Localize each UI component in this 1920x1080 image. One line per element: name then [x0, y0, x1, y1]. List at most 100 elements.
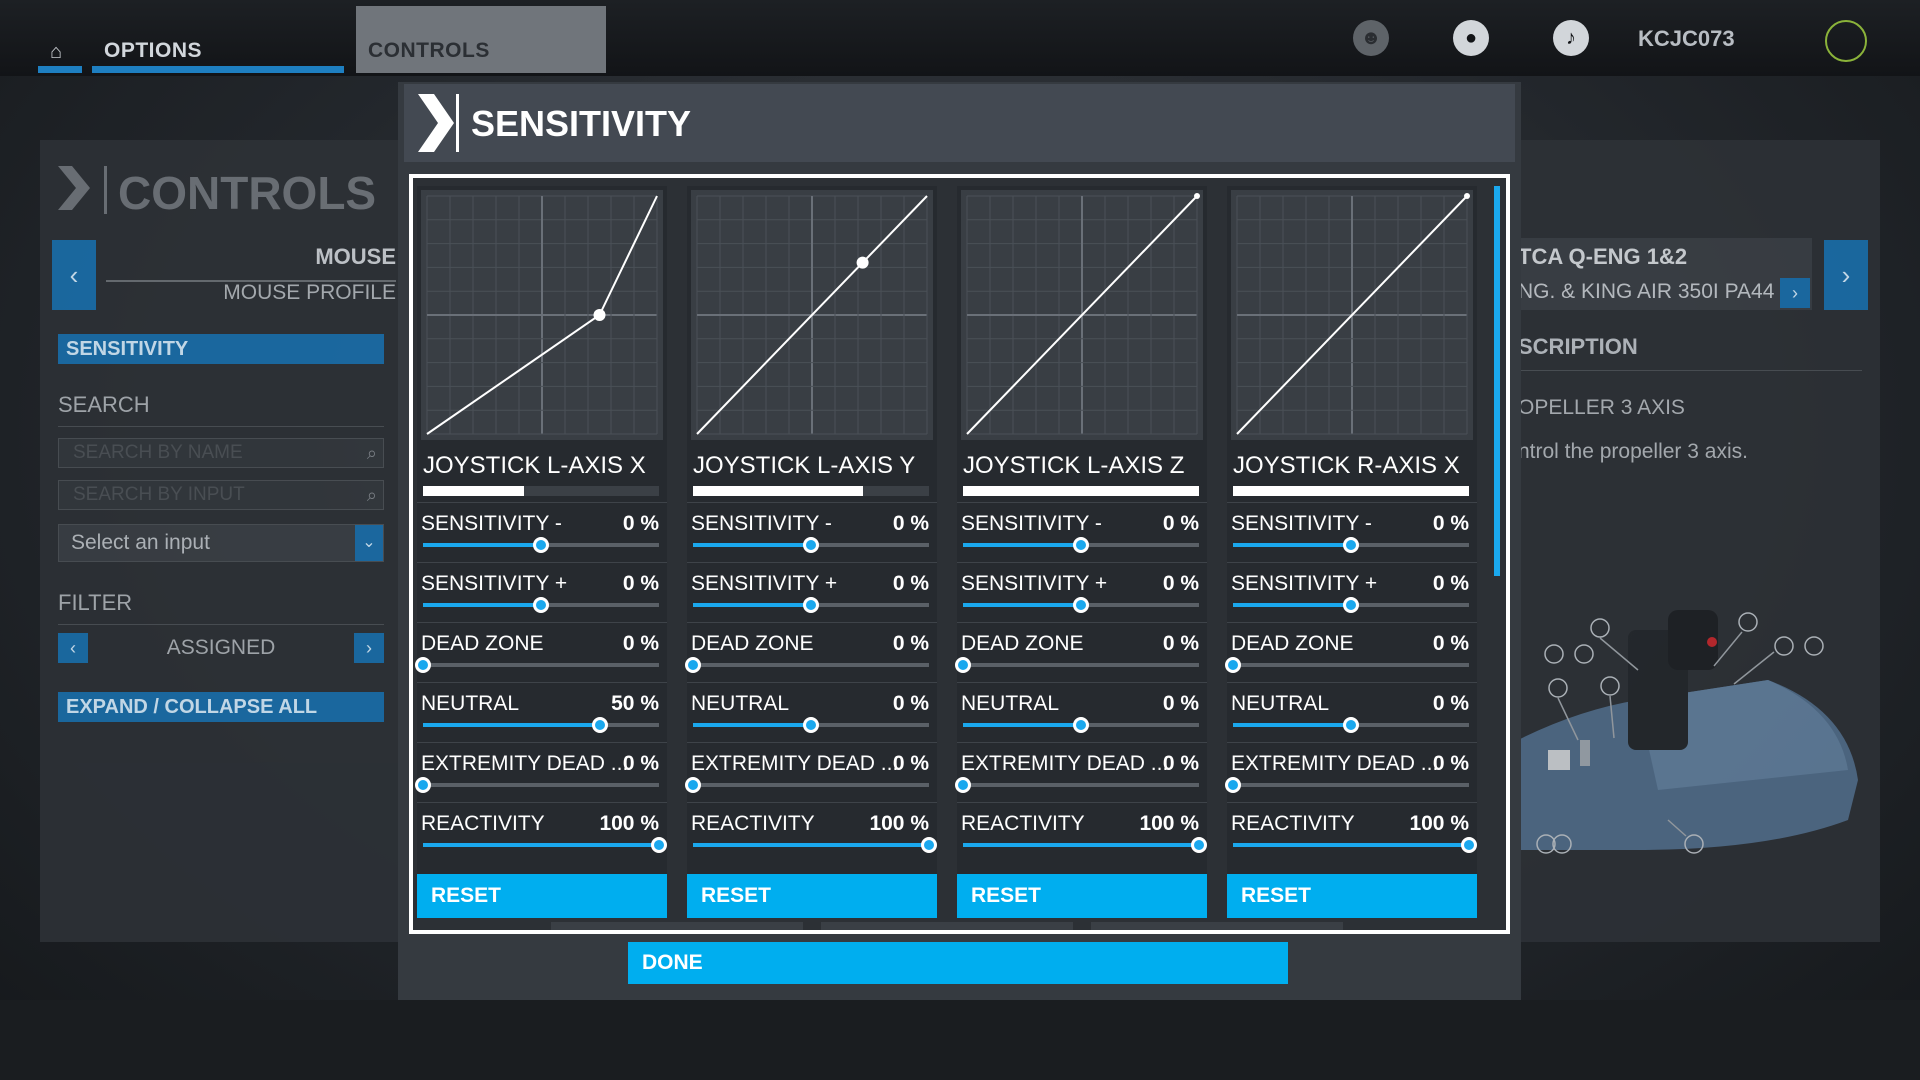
param-value: 0 % — [1432, 572, 1469, 595]
slider-handle[interactable] — [921, 837, 937, 853]
param-slider[interactable] — [415, 777, 659, 793]
sensitivity-button[interactable]: SENSITIVITY — [58, 334, 384, 364]
tab-options-label: OPTIONS — [104, 39, 203, 62]
profile-next-button[interactable]: › — [1780, 278, 1810, 308]
param-slider[interactable] — [955, 777, 1199, 793]
slider-handle[interactable] — [1225, 657, 1241, 673]
slider-handle[interactable] — [955, 777, 971, 793]
response-curve-graph — [691, 190, 933, 440]
next-device-button[interactable]: › — [1824, 240, 1868, 310]
reset-button[interactable]: RESET — [957, 874, 1207, 918]
param-slider[interactable] — [963, 837, 1207, 853]
param-slider[interactable] — [693, 537, 929, 553]
param-slider[interactable] — [423, 837, 667, 853]
prev-device-button[interactable]: ‹ — [52, 240, 96, 310]
slider-handle[interactable] — [685, 777, 701, 793]
select-input-dropdown[interactable]: Select an input ⌄ — [58, 524, 384, 562]
slider-handle[interactable] — [1073, 597, 1089, 613]
status-indicator-icon[interactable] — [1825, 20, 1867, 62]
slider-handle[interactable] — [1191, 837, 1207, 853]
slider-handle[interactable] — [1343, 537, 1359, 553]
slider-handle[interactable] — [651, 837, 667, 853]
home-icon: ⌂ — [50, 41, 63, 63]
filter-next-button[interactable]: › — [354, 633, 384, 663]
param-slider[interactable] — [1233, 597, 1469, 613]
reset-button[interactable]: RESET — [687, 874, 937, 918]
done-button[interactable]: DONE — [628, 942, 1288, 984]
slider-handle[interactable] — [1073, 537, 1089, 553]
param-slider[interactable] — [415, 657, 659, 673]
param-slider[interactable] — [1233, 537, 1469, 553]
tab-controls[interactable]: CONTROLS — [356, 6, 606, 73]
slider-handle[interactable] — [592, 717, 608, 733]
slider-handle[interactable] — [533, 537, 549, 553]
profile-icon[interactable]: ● — [1453, 20, 1489, 56]
search-by-name-input[interactable]: SEARCH BY NAME ⌕ — [58, 438, 384, 468]
slider-handle[interactable] — [1343, 717, 1359, 733]
axes-scrollbar[interactable] — [1494, 186, 1500, 576]
param-slider[interactable] — [693, 597, 929, 613]
friends-icon[interactable]: ☻ — [1353, 20, 1389, 56]
device-name: MOUSE — [106, 244, 396, 282]
param-slider[interactable] — [955, 657, 1199, 673]
param-slider[interactable] — [423, 717, 659, 733]
reset-button[interactable]: RESET — [417, 874, 667, 918]
profile-aircraft: NG. & KING AIR 350I PA44 — [1518, 280, 1775, 303]
param-slider[interactable] — [685, 657, 929, 673]
profile-name: TCA Q-ENG 1&2 — [1518, 244, 1688, 269]
param-slider[interactable] — [1225, 657, 1469, 673]
search-icon: ⌕ — [366, 443, 377, 463]
slider-handle[interactable] — [803, 717, 819, 733]
param-slider[interactable] — [1233, 717, 1469, 733]
slider-handle[interactable] — [415, 777, 431, 793]
tab-home[interactable]: ⌂ — [38, 6, 82, 73]
slider-handle[interactable] — [685, 657, 701, 673]
param-value: 0 % — [892, 512, 929, 535]
slider-handle[interactable] — [415, 657, 431, 673]
param-value: 100 % — [599, 812, 659, 835]
search-by-input-input[interactable]: SEARCH BY INPUT ⌕ — [58, 480, 384, 510]
filter-value: ASSIGNED — [166, 636, 276, 659]
param-slider[interactable] — [693, 717, 929, 733]
slider-handle[interactable] — [1461, 837, 1477, 853]
param-slider[interactable] — [685, 777, 929, 793]
slider-handle[interactable] — [1225, 777, 1241, 793]
param-slider[interactable] — [963, 537, 1199, 553]
slider-handle[interactable] — [1073, 717, 1089, 733]
filter-heading: FILTER — [58, 590, 384, 625]
param-label: NEUTRAL — [961, 692, 1060, 715]
search-by-input-placeholder: SEARCH BY INPUT — [73, 484, 245, 505]
param-label: NEUTRAL — [691, 692, 790, 715]
slider-handle[interactable] — [533, 597, 549, 613]
slider-handle[interactable] — [1343, 597, 1359, 613]
reset-button[interactable]: RESET — [1227, 874, 1477, 918]
param-slider[interactable] — [693, 837, 937, 853]
slider-handle[interactable] — [803, 537, 819, 553]
response-curve-graph — [1231, 190, 1473, 440]
modal-header: SENSITIVITY — [404, 84, 1515, 162]
param-value: 0 % — [892, 692, 929, 715]
filter-prev-button[interactable]: ‹ — [58, 633, 88, 663]
notification-icon[interactable]: ♪ — [1553, 20, 1589, 56]
param-row: DEAD ZONE 0 % — [415, 622, 667, 682]
param-label: REACTIVITY — [421, 812, 545, 835]
param-label: NEUTRAL — [421, 692, 520, 715]
param-slider[interactable] — [963, 597, 1199, 613]
tab-options[interactable]: OPTIONS — [92, 6, 344, 73]
axis-input-meter — [1233, 486, 1469, 496]
expand-collapse-button[interactable]: EXPAND / COLLAPSE ALL — [58, 692, 384, 722]
param-slider[interactable] — [1225, 777, 1469, 793]
selected-item-description: ntrol the propeller 3 axis. — [1518, 440, 1748, 463]
param-slider[interactable] — [423, 597, 659, 613]
param-label: DEAD ZONE — [691, 632, 814, 655]
slider-handle[interactable] — [955, 657, 971, 673]
param-slider[interactable] — [963, 717, 1199, 733]
device-profile[interactable]: MOUSE PROFILE — [223, 281, 396, 304]
param-value: 0 % — [1432, 512, 1469, 535]
description-heading: SCRIPTION — [1518, 334, 1862, 371]
param-slider[interactable] — [423, 537, 659, 553]
param-slider[interactable] — [1233, 837, 1477, 853]
tab-controls-label: CONTROLS — [368, 39, 490, 62]
slider-handle[interactable] — [803, 597, 819, 613]
username[interactable]: KCJC073 — [1638, 26, 1735, 51]
